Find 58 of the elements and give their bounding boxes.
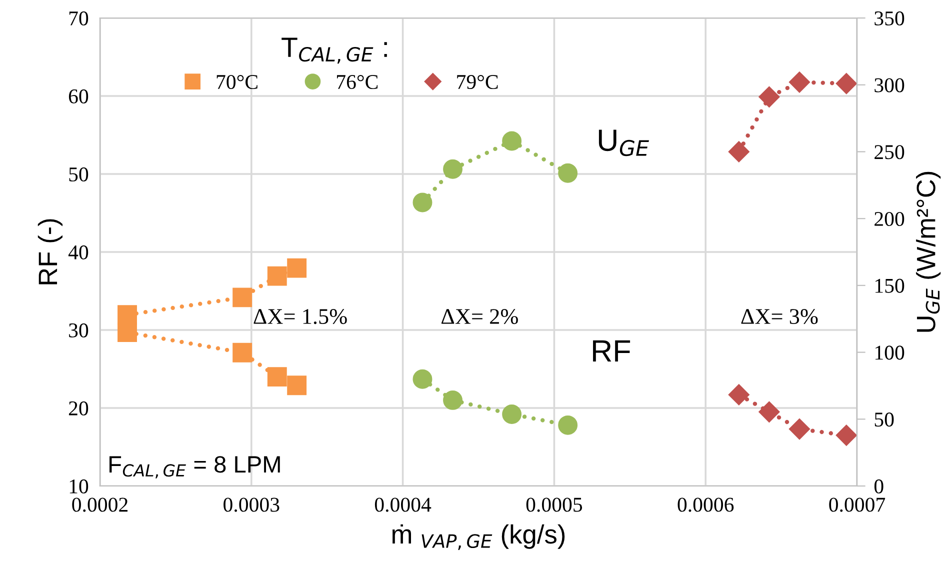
y-tick-label: 10 (70, 479, 88, 494)
annotation: ΔX= 2% (441, 309, 518, 324)
y2-tick-label: 200 (874, 212, 904, 226)
point (443, 159, 462, 179)
point (758, 86, 780, 108)
x-axis-title: ṁ $_{VAP,GE}$ (kg/s) (392, 524, 565, 550)
y-tick-label: 50 (69, 167, 88, 182)
point (118, 305, 137, 325)
y2-tick-label: 300 (874, 78, 904, 92)
point (758, 401, 780, 422)
x-tick-label: 0.0005 (526, 498, 582, 512)
point (558, 415, 578, 435)
y2-axis-title: U$_{GE}$ (W/m²°C) (916, 172, 941, 332)
y-tick-label: 70 (69, 11, 88, 26)
annotation: RF (593, 340, 630, 362)
y2-tick-label: 250 (874, 145, 904, 160)
annotation: U$_{GE}$ (598, 130, 649, 156)
y-axis-title: RF (-) (38, 219, 62, 284)
legend-title: T$_{CAL,GE}$ : (282, 38, 387, 64)
legend-label: 79°C (457, 74, 498, 90)
point (788, 72, 810, 93)
point (118, 322, 137, 342)
point (232, 288, 252, 308)
annotation: ΔX= 3% (741, 309, 818, 324)
point (267, 266, 287, 286)
point (836, 73, 857, 94)
x-tick-label: 0.0007 (829, 498, 886, 512)
x-tick-label: 0.0002 (72, 498, 128, 512)
x-tick-label: 0.0003 (224, 498, 280, 512)
point (287, 376, 307, 396)
point (558, 163, 578, 183)
point (728, 141, 750, 162)
x-tick-label: 0.0004 (374, 498, 432, 512)
y2-tick-label: 50 (874, 412, 894, 427)
legend-label: 70°C (216, 74, 258, 90)
legend-label: 76°C (337, 74, 378, 90)
y-tick-label: 40 (68, 245, 88, 260)
point (502, 131, 522, 151)
point (232, 342, 252, 362)
point (412, 369, 432, 389)
annotation: ΔX= 1.5% (254, 309, 347, 324)
y-tick-label: 60 (68, 89, 88, 104)
annotation: F$_{CAL,GE}$ = 8 LPM (110, 456, 280, 478)
point (287, 258, 307, 278)
point (443, 390, 462, 410)
point (502, 404, 522, 424)
y-tick-label: 30 (69, 323, 88, 338)
y2-tick-label: 350 (874, 11, 904, 26)
point (267, 367, 287, 387)
point (728, 384, 750, 406)
point (788, 418, 810, 440)
y2-tick-label: 0 (874, 479, 884, 494)
y2-tick-label: 100 (876, 346, 904, 360)
point (836, 424, 857, 446)
y-tick-label: 20 (68, 401, 88, 416)
y2-tick-label: 150 (876, 278, 904, 293)
x-tick-label: 0.0006 (678, 498, 734, 512)
point (412, 192, 432, 212)
